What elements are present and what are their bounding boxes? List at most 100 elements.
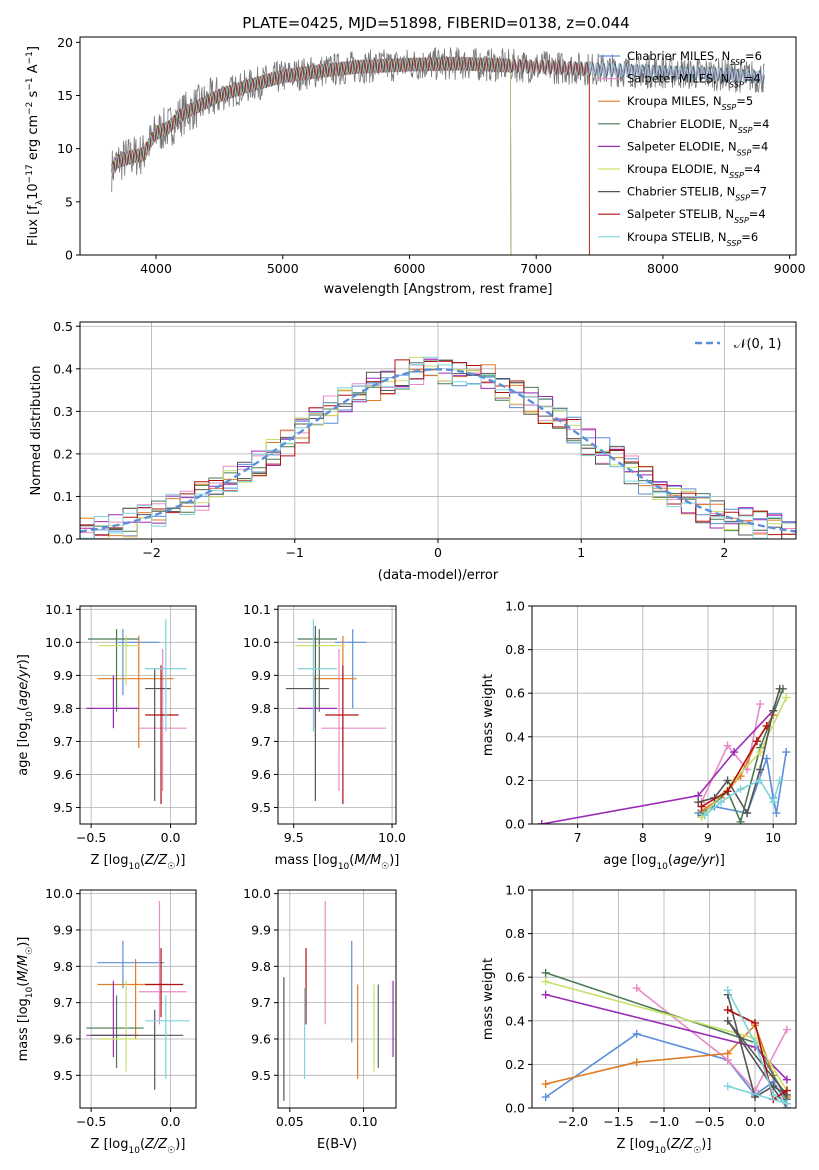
plot-area-age_vs_mass: [285, 619, 387, 805]
y-tick-label: 9.9: [53, 922, 73, 937]
errorbar-point: [145, 668, 171, 801]
weight-marker: [775, 776, 784, 785]
y-tick-label: 10.0: [243, 886, 271, 901]
figure-title: PLATE=0425, MJD=51898, FIBERID=0138, z=0…: [242, 14, 629, 32]
axes-frame: [79, 36, 797, 256]
x-axis-label: Z [log10(Z/Z☉)]: [91, 853, 186, 872]
y-tick-label: 0.0: [505, 1101, 525, 1116]
errorbar-point: [297, 629, 337, 712]
y-tick-label: 9.7: [53, 734, 73, 749]
weight-marker: [769, 706, 778, 715]
weight-marker: [769, 798, 778, 807]
x-tick-label: 10: [765, 830, 781, 845]
weight-marker: [743, 809, 752, 818]
errorbar-point: [87, 629, 139, 712]
weight-marker: [723, 741, 732, 750]
weight-marker: [723, 1005, 732, 1014]
x-tick-label: 2: [720, 545, 728, 560]
y-tick-label: 0.2: [505, 1057, 525, 1072]
residual-histogram: [80, 356, 796, 539]
y-tick-label: 0.4: [505, 1013, 525, 1028]
axes-frame: [277, 889, 397, 1109]
errorbar-point: [145, 619, 187, 732]
x-tick-label: 0.05: [276, 1114, 304, 1129]
errorbar-point: [99, 980, 139, 1072]
errorbar-point: [91, 1009, 184, 1090]
y-tick-label: 9.8: [53, 959, 73, 974]
legend-label: Chabrier MILES, NSSP=6: [627, 49, 762, 67]
y-tick-label: 10.0: [45, 886, 73, 901]
panel-residuals: −2 −1 0 1 2 0.0 0.1 0.2 0.3 0.4 0.5 𝒩(0, 1) (data-mo…: [29, 319, 797, 583]
x-tick-label: 9000: [774, 261, 806, 276]
x-tick-label: 8: [639, 830, 647, 845]
errorbar-point: [145, 948, 184, 1018]
x-tick-label: 0: [434, 545, 442, 560]
y-tick-label: 0.4: [53, 361, 73, 376]
panel-age_vs_mass: 9.5 10.0 9.5 9.6 9.7 9.8 9.9 10.0 10.1 mass [log1…: [243, 602, 406, 872]
y-tick-label: 0.8: [505, 642, 525, 657]
residual-histogram: [80, 356, 796, 539]
panel-mass_vs_Z: −0.5 0.0 9.5 9.6 9.7 9.8 9.9 10.0 Z [log10(Z/Z☉)…: [16, 886, 197, 1156]
y-tick-label: 0.8: [505, 926, 525, 941]
plot-area-weight_vs_Z: [541, 968, 791, 1108]
y-tick-label: 0.4: [505, 729, 525, 744]
legend-entry: Chabrier STELIB, NSSP=7: [598, 185, 767, 202]
weight-marker: [541, 977, 550, 986]
weight-line: [545, 1033, 788, 1105]
legend-entry: Salpeter ELODIE, NSSP=4: [598, 139, 768, 157]
weight-marker: [782, 693, 791, 702]
y-tick-label: 1.0: [505, 599, 525, 614]
weight-marker: [751, 1038, 760, 1047]
legend-label: Kroupa ELODIE, NSSP=4: [627, 162, 761, 180]
y-tick-label: 9.8: [251, 701, 271, 716]
weight-series: [541, 968, 791, 1104]
y-tick-label: 0.6: [505, 686, 525, 701]
y-tick-label: 0.0: [53, 532, 73, 547]
x-tick-label: 10.0: [378, 830, 406, 845]
weight-marker: [730, 748, 739, 757]
y-tick-label: 9.6: [251, 767, 271, 782]
x-tick-label: 8000: [647, 261, 679, 276]
weight-marker: [632, 1058, 641, 1067]
weight-series: [697, 693, 791, 822]
y-tick-label: 0.3: [53, 404, 73, 419]
weight-marker: [541, 990, 550, 999]
x-axis-label: Z [log10(Z/Z☉)]: [91, 1137, 186, 1156]
plot-area-weight_vs_age: [537, 684, 791, 824]
errorbar-point: [297, 619, 337, 732]
model-spectrum-line: [111, 56, 512, 255]
errorbar-point: [297, 675, 337, 729]
x-tick-label: 0.10: [350, 1114, 378, 1129]
weight-marker: [782, 1025, 791, 1034]
weight-line: [697, 688, 781, 816]
x-tick-label: 5000: [267, 261, 299, 276]
weight-marker: [694, 798, 703, 807]
x-tick-label: 1: [577, 545, 585, 560]
x-axis-label: wavelength [Angstrom, rest frame]: [324, 282, 553, 297]
weight-series: [723, 986, 791, 1108]
weight-marker: [756, 748, 765, 757]
legend-label: Salpeter ELODIE, NSSP=4: [627, 139, 768, 157]
legend-label: Chabrier ELODIE, NSSP=4: [627, 117, 769, 135]
normal-curve: [80, 368, 796, 533]
errorbar-point: [86, 980, 139, 1058]
x-tick-label: 0.0: [161, 830, 181, 845]
x-tick-label: −1.0: [649, 1114, 679, 1129]
y-tick-label: 9.9: [251, 922, 271, 937]
y-tick-label: 15: [57, 88, 73, 103]
weight-marker: [541, 1080, 550, 1089]
panel-spectrum: 4000 5000 6000 7000 8000 9000 0 5 10 15 20 waveleng…: [25, 35, 806, 297]
y-axis-label: mass weight: [481, 958, 496, 1040]
legend-entry: Salpeter MILES, NSSP=4: [598, 72, 761, 89]
errorbar-point: [145, 995, 190, 1079]
x-tick-label: −2.0: [558, 1114, 588, 1129]
plot-area-mass_vs_ebv: [283, 900, 394, 1101]
model-spectrum-line: [111, 56, 765, 174]
weight-marker: [717, 798, 726, 807]
y-tick-label: 9.6: [53, 1031, 73, 1046]
legend-entry: Kroupa STELIB, NSSP=6: [598, 230, 758, 247]
errorbar-point: [138, 900, 187, 1025]
x-axis-label: (data-model)/error: [378, 568, 499, 583]
errorbar-point: [99, 635, 139, 686]
